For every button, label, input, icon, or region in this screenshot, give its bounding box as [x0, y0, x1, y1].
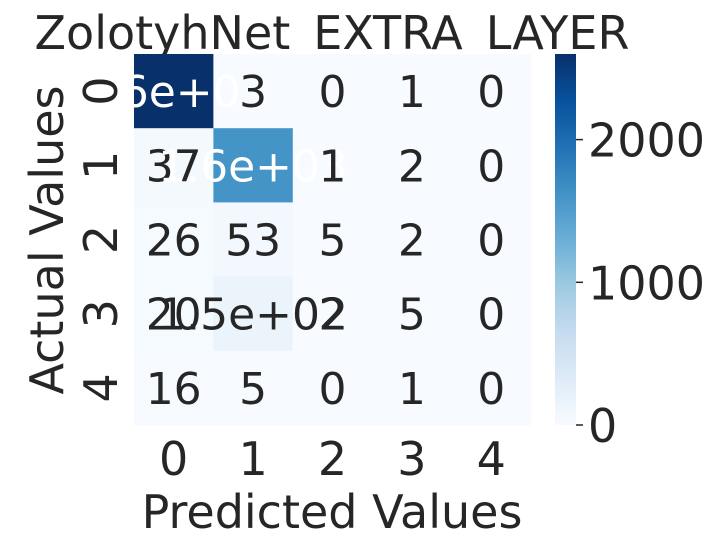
- cell-value-label: 1: [319, 141, 347, 192]
- heatmap-cell: [134, 54, 214, 129]
- cell-value-label: 0: [477, 216, 505, 267]
- colorbar-ticks: 0 1000 2000: [576, 114, 705, 453]
- x-tick-label: 3: [397, 432, 426, 486]
- cell-value-label: 1: [398, 364, 426, 415]
- colorbar-tick-label: 0: [588, 399, 617, 453]
- y-tick-label: 0: [74, 76, 128, 105]
- colorbar-tick-label: 1000: [588, 256, 705, 310]
- chart-title: ZolotyhNet_EXTRA_LAYER: [35, 6, 630, 60]
- x-tick-label: 1: [238, 432, 267, 486]
- heatmap-cell: [292, 350, 373, 426]
- cell-value-label: 1: [398, 67, 426, 118]
- colorbar-tick-label: 2000: [588, 114, 705, 168]
- heatmap-cell: [372, 202, 453, 278]
- heatmap-cell: [134, 276, 214, 352]
- heatmap-cell: [451, 350, 532, 426]
- cell-value-label: 2: [398, 216, 426, 267]
- heatmap-cell: [372, 350, 453, 426]
- heatmap-cell: [213, 202, 294, 278]
- colorbar: [555, 54, 576, 425]
- heatmap-cell: [134, 128, 214, 203]
- heatmap-cell: [292, 54, 373, 129]
- cell-value-label: 5: [239, 364, 267, 415]
- x-tick-label: 0: [159, 432, 188, 486]
- cell-value-label: 0: [477, 141, 505, 192]
- cell-value-label: 1.5e+02: [158, 290, 348, 341]
- cell-value-label: 26: [146, 216, 202, 267]
- cell-value-label: 2: [319, 290, 347, 341]
- heatmap-cell: [292, 128, 373, 203]
- heatmap-cells: [134, 54, 532, 426]
- heatmap-cell: [451, 202, 532, 278]
- heatmap-cell: [372, 128, 453, 203]
- cell-value-label: 0: [319, 364, 347, 415]
- y-tick-label: 4: [74, 373, 128, 402]
- heatmap-cell: [451, 128, 532, 203]
- cell-value-label: 0: [477, 290, 505, 341]
- x-tick-label: 2: [318, 432, 347, 486]
- heatmap-cell: [372, 54, 453, 129]
- cell-value-label: 0: [319, 67, 347, 118]
- cell-value-label: 0: [477, 364, 505, 415]
- y-tick-label: 1: [74, 151, 128, 180]
- heatmap-cell: [292, 276, 373, 352]
- x-axis-label: Predicted Values: [142, 485, 523, 539]
- cell-value-label: 3: [239, 67, 267, 118]
- cell-value-label: 53: [225, 216, 281, 267]
- heatmap-cell: [292, 202, 373, 278]
- cell-value-label: 2.6e+03: [79, 67, 269, 118]
- heatmap-cell: [451, 276, 532, 352]
- y-tick-label: 3: [74, 299, 128, 328]
- cell-value-label: 20: [146, 290, 202, 341]
- heatmap-cell: [134, 202, 214, 278]
- heatmap-cell: [213, 276, 294, 352]
- cell-value-label: 5: [319, 216, 347, 267]
- cell-value-label: 2: [398, 141, 426, 192]
- heatmap-cell: [134, 350, 214, 426]
- cell-value-label: 5: [398, 290, 426, 341]
- heatmap-cell: [213, 128, 294, 203]
- y-tick-label: 2: [74, 225, 128, 254]
- heatmap-cell: [213, 350, 294, 426]
- cell-value-label: 16: [146, 364, 202, 415]
- heatmap-cell: [451, 54, 532, 129]
- cell-value-label: 37: [146, 141, 202, 192]
- cell-value-label: 0: [477, 67, 505, 118]
- heatmap-cell: [372, 276, 453, 352]
- y-tick-labels: 0 1 2 3 4: [74, 76, 128, 402]
- cell-value-label: 1.6e+03: [158, 141, 348, 192]
- y-axis-label: Actual Values: [20, 85, 74, 394]
- x-tick-label: 4: [477, 432, 506, 486]
- heatmap-cell: [213, 54, 294, 129]
